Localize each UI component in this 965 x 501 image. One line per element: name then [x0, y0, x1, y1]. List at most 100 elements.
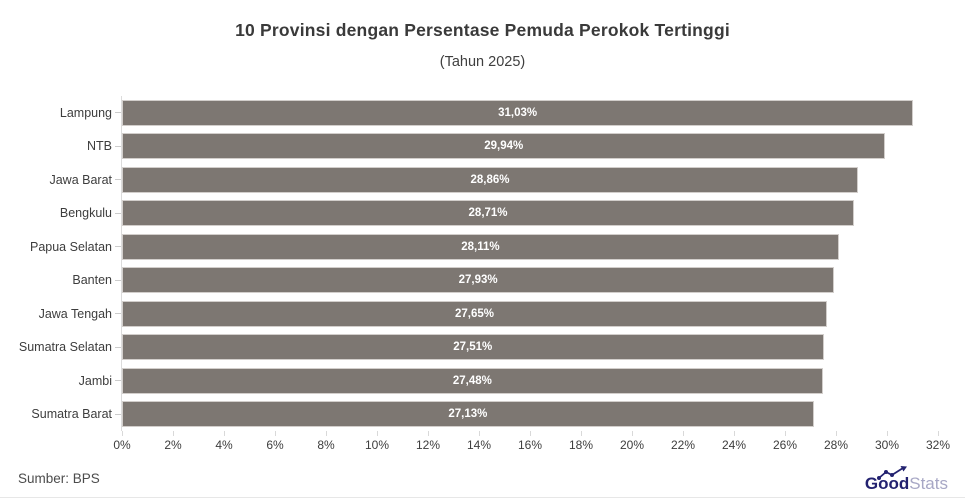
- y-axis-label-row: Papua Selatan: [0, 230, 121, 264]
- y-axis-label: Banten: [72, 273, 112, 288]
- bar-value-label: 29,94%: [484, 140, 524, 153]
- y-axis-label: Sumatra Selatan: [18, 340, 112, 355]
- y-axis-label: Lampung: [59, 105, 112, 120]
- bar-value-label: 28,86%: [470, 173, 510, 186]
- bar: 27,65%: [122, 300, 828, 327]
- x-axis-tick-label: 30%: [874, 438, 900, 452]
- y-axis-label-row: Lampung: [0, 96, 121, 130]
- bar-value-label: 27,13%: [448, 408, 488, 421]
- y-axis-labels: Lampung NTB Jawa Barat Bengkulu Papua Selata…: [0, 96, 121, 431]
- y-axis-tick: [115, 413, 121, 415]
- x-axis-tick-label: 2%: [164, 438, 182, 452]
- chart-title: 10 Provinsi dengan Persentase Pemuda Per…: [235, 20, 730, 40]
- y-axis-label-row: NTB: [0, 130, 121, 164]
- bar-value-label: 27,48%: [452, 374, 492, 387]
- bar-row: 29,94%: [122, 130, 938, 164]
- y-axis-label: Jambi: [78, 373, 112, 388]
- y-axis-tick: [115, 380, 121, 382]
- x-axis-tick: [529, 431, 531, 436]
- bar: 31,03%: [122, 99, 914, 126]
- bar-value-label: 31,03%: [498, 106, 538, 119]
- y-axis-tick: [115, 279, 121, 281]
- bar-value-label: 27,51%: [453, 341, 493, 354]
- x-axis: 0% 2% 4% 6% 8% 10% 12% 14% 16% 18% 20% 22% 24% 26% 28%…: [113, 431, 950, 461]
- x-axis-tick-label: 4%: [215, 438, 233, 452]
- y-axis-label: Jawa Tengah: [38, 306, 112, 321]
- bar-row: 27,48%: [122, 364, 938, 398]
- x-axis-tick: [886, 431, 888, 436]
- bar: 27,93%: [122, 267, 835, 294]
- x-axis-tick-label: 32%: [925, 438, 951, 452]
- y-axis-label-row: Bengkulu: [0, 197, 121, 231]
- y-axis-label-row: Jawa Tengah: [0, 297, 121, 331]
- x-axis-tick-label: 26%: [772, 438, 798, 452]
- y-axis-tick: [115, 346, 121, 348]
- logo-stats: Stats: [909, 474, 948, 493]
- y-axis-label: Papua Selatan: [29, 239, 112, 254]
- x-axis-tick-label: 0%: [113, 438, 131, 452]
- y-axis-label: NTB: [87, 139, 112, 154]
- goodstats-logo: GoodStats: [864, 466, 948, 494]
- y-axis-label: Bengkulu: [59, 206, 112, 221]
- y-axis-tick: [115, 179, 121, 181]
- y-axis-label-row: Jawa Barat: [0, 163, 121, 197]
- chart-subtitle: (Tahun 2025): [439, 54, 526, 70]
- bar-row: 27,13%: [122, 398, 938, 432]
- bar-value-label: 28,71%: [468, 207, 508, 220]
- bar-value-label: 27,65%: [455, 307, 495, 320]
- y-axis-tick: [115, 145, 121, 147]
- x-axis-tick: [376, 431, 378, 436]
- y-axis-label-row: Sumatra Barat: [0, 398, 121, 432]
- x-axis-tick: [325, 431, 327, 436]
- y-axis-label-row: Jambi: [0, 364, 121, 398]
- x-axis-tick: [784, 431, 786, 436]
- x-axis-tick-label: 20%: [619, 438, 645, 452]
- x-axis-tick: [835, 431, 837, 436]
- bar-value-label: 27,93%: [458, 274, 498, 287]
- source-text: Sumber: BPS: [18, 471, 100, 486]
- x-axis-tick: [580, 431, 582, 436]
- bar: 28,71%: [122, 200, 855, 227]
- x-axis-tick: [121, 431, 123, 436]
- bar-row: 28,11%: [122, 230, 938, 264]
- bar: 28,86%: [122, 166, 858, 193]
- bar: 27,13%: [122, 401, 814, 428]
- bar: 28,11%: [122, 233, 839, 260]
- x-axis-tick-label: 12%: [415, 438, 441, 452]
- x-axis-tick: [172, 431, 174, 436]
- bar-row: 28,71%: [122, 197, 938, 231]
- x-axis-tick: [682, 431, 684, 436]
- x-axis-tick-label: 14%: [466, 438, 492, 452]
- x-axis-tick-label: 24%: [721, 438, 747, 452]
- y-axis-label-row: Sumatra Selatan: [0, 331, 121, 365]
- bar-row: 28,86%: [122, 163, 938, 197]
- y-axis-label-row: Banten: [0, 264, 121, 298]
- x-axis-tick-label: 28%: [823, 438, 849, 452]
- bar: 27,48%: [122, 367, 823, 394]
- x-axis-tick: [631, 431, 633, 436]
- x-axis-tick: [223, 431, 225, 436]
- y-axis-label: Sumatra Barat: [31, 407, 112, 422]
- bar-value-label: 28,11%: [461, 240, 500, 253]
- y-axis-tick: [115, 313, 121, 315]
- plot-area: 31,03% 29,94% 28,86% 28,71% 28,11% 27,93% 27,6…: [122, 96, 938, 431]
- y-axis-tick: [115, 112, 121, 114]
- x-axis-tick-label: 22%: [670, 438, 696, 452]
- bottom-divider: [0, 497, 965, 498]
- x-axis-tick-label: 18%: [568, 438, 594, 452]
- x-axis-tick-label: 16%: [517, 438, 543, 452]
- x-axis-tick-label: 8%: [317, 438, 335, 452]
- x-axis-tick: [733, 431, 735, 436]
- logo-good: Good: [864, 474, 910, 493]
- trend-line-icon: [876, 466, 907, 480]
- bar-row: 27,51%: [122, 331, 938, 365]
- bar-row: 27,65%: [122, 297, 938, 331]
- y-axis-label: Jawa Barat: [49, 172, 112, 187]
- x-axis-tick: [274, 431, 276, 436]
- x-axis-tick: [427, 431, 429, 436]
- goodstats-logo-text: GoodStats: [864, 466, 948, 494]
- bar: 27,51%: [122, 334, 824, 361]
- bar-row: 27,93%: [122, 264, 938, 298]
- x-axis-tick-label: 6%: [266, 438, 284, 452]
